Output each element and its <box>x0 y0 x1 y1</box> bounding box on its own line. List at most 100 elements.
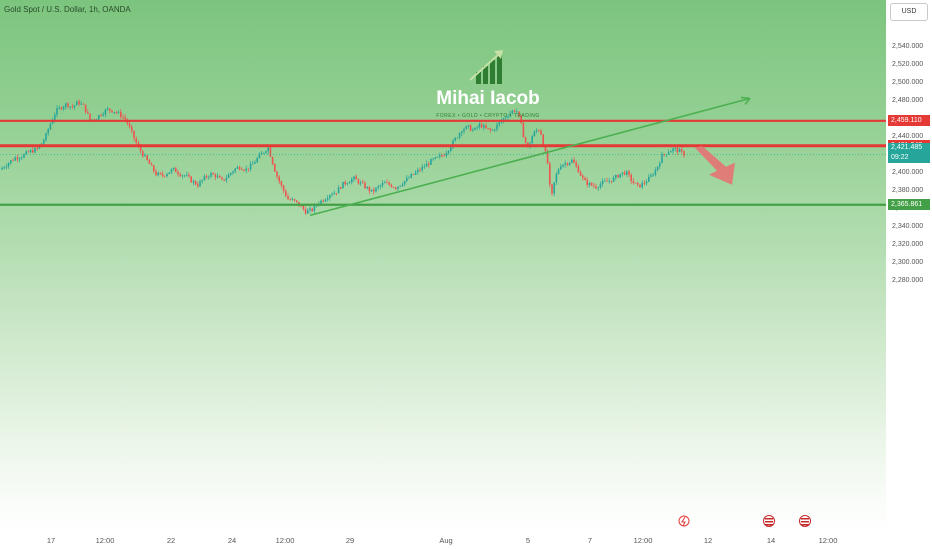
candle-body <box>573 159 575 163</box>
candle-body <box>670 151 672 153</box>
candle-body <box>190 176 192 183</box>
candle-body <box>172 167 175 170</box>
candle-body <box>135 138 137 143</box>
candle-body <box>60 107 63 110</box>
candle-body <box>203 176 206 181</box>
candle-body <box>71 106 74 108</box>
candle-body <box>419 169 421 171</box>
time-tick-label: Aug <box>439 536 453 545</box>
candle-body <box>65 103 67 107</box>
candle-body <box>355 176 357 180</box>
candle-body <box>109 108 111 111</box>
candle-body <box>575 162 577 167</box>
candle-body <box>414 172 417 175</box>
candle-body <box>564 163 566 165</box>
candle-body <box>472 129 474 131</box>
logo-icon <box>469 50 503 84</box>
candle-body <box>390 184 393 188</box>
candle-body <box>681 149 683 152</box>
plot-area[interactable] <box>0 0 886 530</box>
candle-body <box>560 166 562 170</box>
candle-body <box>205 176 208 178</box>
logo-tagline: FOREX • GOLD • CRYPTO • TRADING <box>436 113 540 119</box>
candle-body <box>656 166 659 171</box>
candle-body <box>489 128 492 130</box>
candle-body <box>276 171 278 177</box>
candle-body <box>386 182 388 184</box>
candle-body <box>100 115 102 116</box>
trendline-arrowhead <box>740 96 751 105</box>
time-tick-label: 22 <box>166 536 176 545</box>
candle-body <box>425 163 428 167</box>
candle-body <box>106 108 109 110</box>
candle-body <box>621 172 624 174</box>
currency-button[interactable]: USD <box>890 3 928 21</box>
price-tick-label: 2,320.000 <box>892 241 924 248</box>
candle-body <box>417 169 419 173</box>
candle-body <box>329 195 331 199</box>
candle-body <box>32 150 34 153</box>
candle-body <box>234 168 236 172</box>
time-tick-label: 12:00 <box>95 536 115 545</box>
candle-body <box>524 137 527 143</box>
candle-body <box>509 113 511 117</box>
forecast-down-arrow[interactable] <box>695 145 735 185</box>
candle-body <box>23 154 25 158</box>
candle-body <box>379 185 382 187</box>
candle-body <box>216 176 219 178</box>
candle-body <box>549 163 551 185</box>
candle-body <box>133 130 135 139</box>
candle-body <box>21 157 23 159</box>
candle-body <box>566 163 569 165</box>
candle-body <box>210 173 212 177</box>
candle-body <box>285 190 287 197</box>
candle-body <box>122 117 124 118</box>
candle-body <box>582 175 584 178</box>
price-axis[interactable] <box>886 0 932 550</box>
candle-body <box>641 182 643 188</box>
candle-body <box>590 182 593 186</box>
logo-name: Mihai Iacob <box>436 88 540 109</box>
candle-body <box>10 160 12 164</box>
price-tick-label: 2,300.000 <box>892 259 924 266</box>
candle-body <box>230 173 232 175</box>
candle-body <box>351 179 353 183</box>
candle-body <box>377 186 379 188</box>
candle-body <box>639 184 641 188</box>
time-tick-label: 14 <box>766 536 776 545</box>
candle-body <box>102 114 104 116</box>
candle-body <box>27 151 30 153</box>
candle-body <box>194 181 197 185</box>
candle-body <box>544 145 547 152</box>
candle-body <box>498 122 500 125</box>
candle-body <box>324 199 327 202</box>
candle-body <box>555 173 558 183</box>
candle-body <box>142 151 144 157</box>
candle-body <box>128 123 131 127</box>
time-axis[interactable] <box>0 530 886 550</box>
candle-body <box>661 154 663 164</box>
candle-body <box>62 106 65 110</box>
candle-body <box>186 174 188 176</box>
time-tick-label: 29 <box>345 536 355 545</box>
candle-body <box>95 119 98 121</box>
candle-body <box>612 177 615 182</box>
candle-body <box>267 147 269 152</box>
candle-body <box>375 187 377 192</box>
candle-body <box>628 171 630 175</box>
candle-body <box>483 125 485 128</box>
candle-body <box>538 130 540 132</box>
candle-body <box>654 170 657 175</box>
candle-body <box>326 198 329 200</box>
trendline[interactable] <box>309 97 751 217</box>
time-tick-label: 17 <box>46 536 56 545</box>
candle-body <box>637 182 639 185</box>
candle-body <box>232 171 234 174</box>
candle-body <box>557 169 560 174</box>
candle-body <box>392 187 395 188</box>
candle-body <box>610 180 613 182</box>
candle-body <box>478 123 481 128</box>
candle-body <box>441 155 443 156</box>
candle-body <box>381 182 384 186</box>
candle-body <box>168 172 170 174</box>
